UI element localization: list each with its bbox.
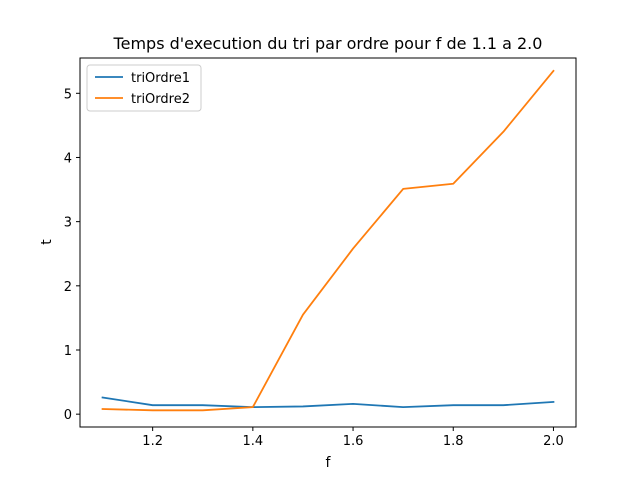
x-tick-label-1.4: 1.4 [243,434,264,449]
legend-label-triOrdre1: triOrdre1 [131,71,190,86]
y-tick-label-1: 1 [64,344,72,359]
x-tick-label-1.8: 1.8 [443,434,464,449]
x-tick-label-1.6: 1.6 [343,434,364,449]
series-line-triOrdre2 [101,69,555,412]
x-axis-label: f [326,455,332,471]
x-tick-label-1.2: 1.2 [142,434,163,449]
series-line-triOrdre1 [101,396,555,409]
x-tick-label-2.0: 2.0 [543,434,564,449]
y-tick-label-2: 2 [64,280,72,295]
y-tick-label-4: 4 [64,151,72,166]
legend: triOrdre1 triOrdre2 [86,64,202,112]
chart-title: Temps d'execution du tri par ordre pour … [113,34,543,53]
plot-area: 1.2 1.4 1.6 1.8 2.0 0 1 2 3 4 5 triOrdre1 triOrdre2 [64,57,577,449]
y-tick-label-0: 0 [64,408,72,423]
y-tick-label-5: 5 [64,87,72,102]
y-tick-label-3: 3 [64,216,72,231]
y-axis-label: t [39,239,55,245]
legend-label-triOrdre2: triOrdre2 [131,92,190,107]
axes-frame [79,57,577,428]
